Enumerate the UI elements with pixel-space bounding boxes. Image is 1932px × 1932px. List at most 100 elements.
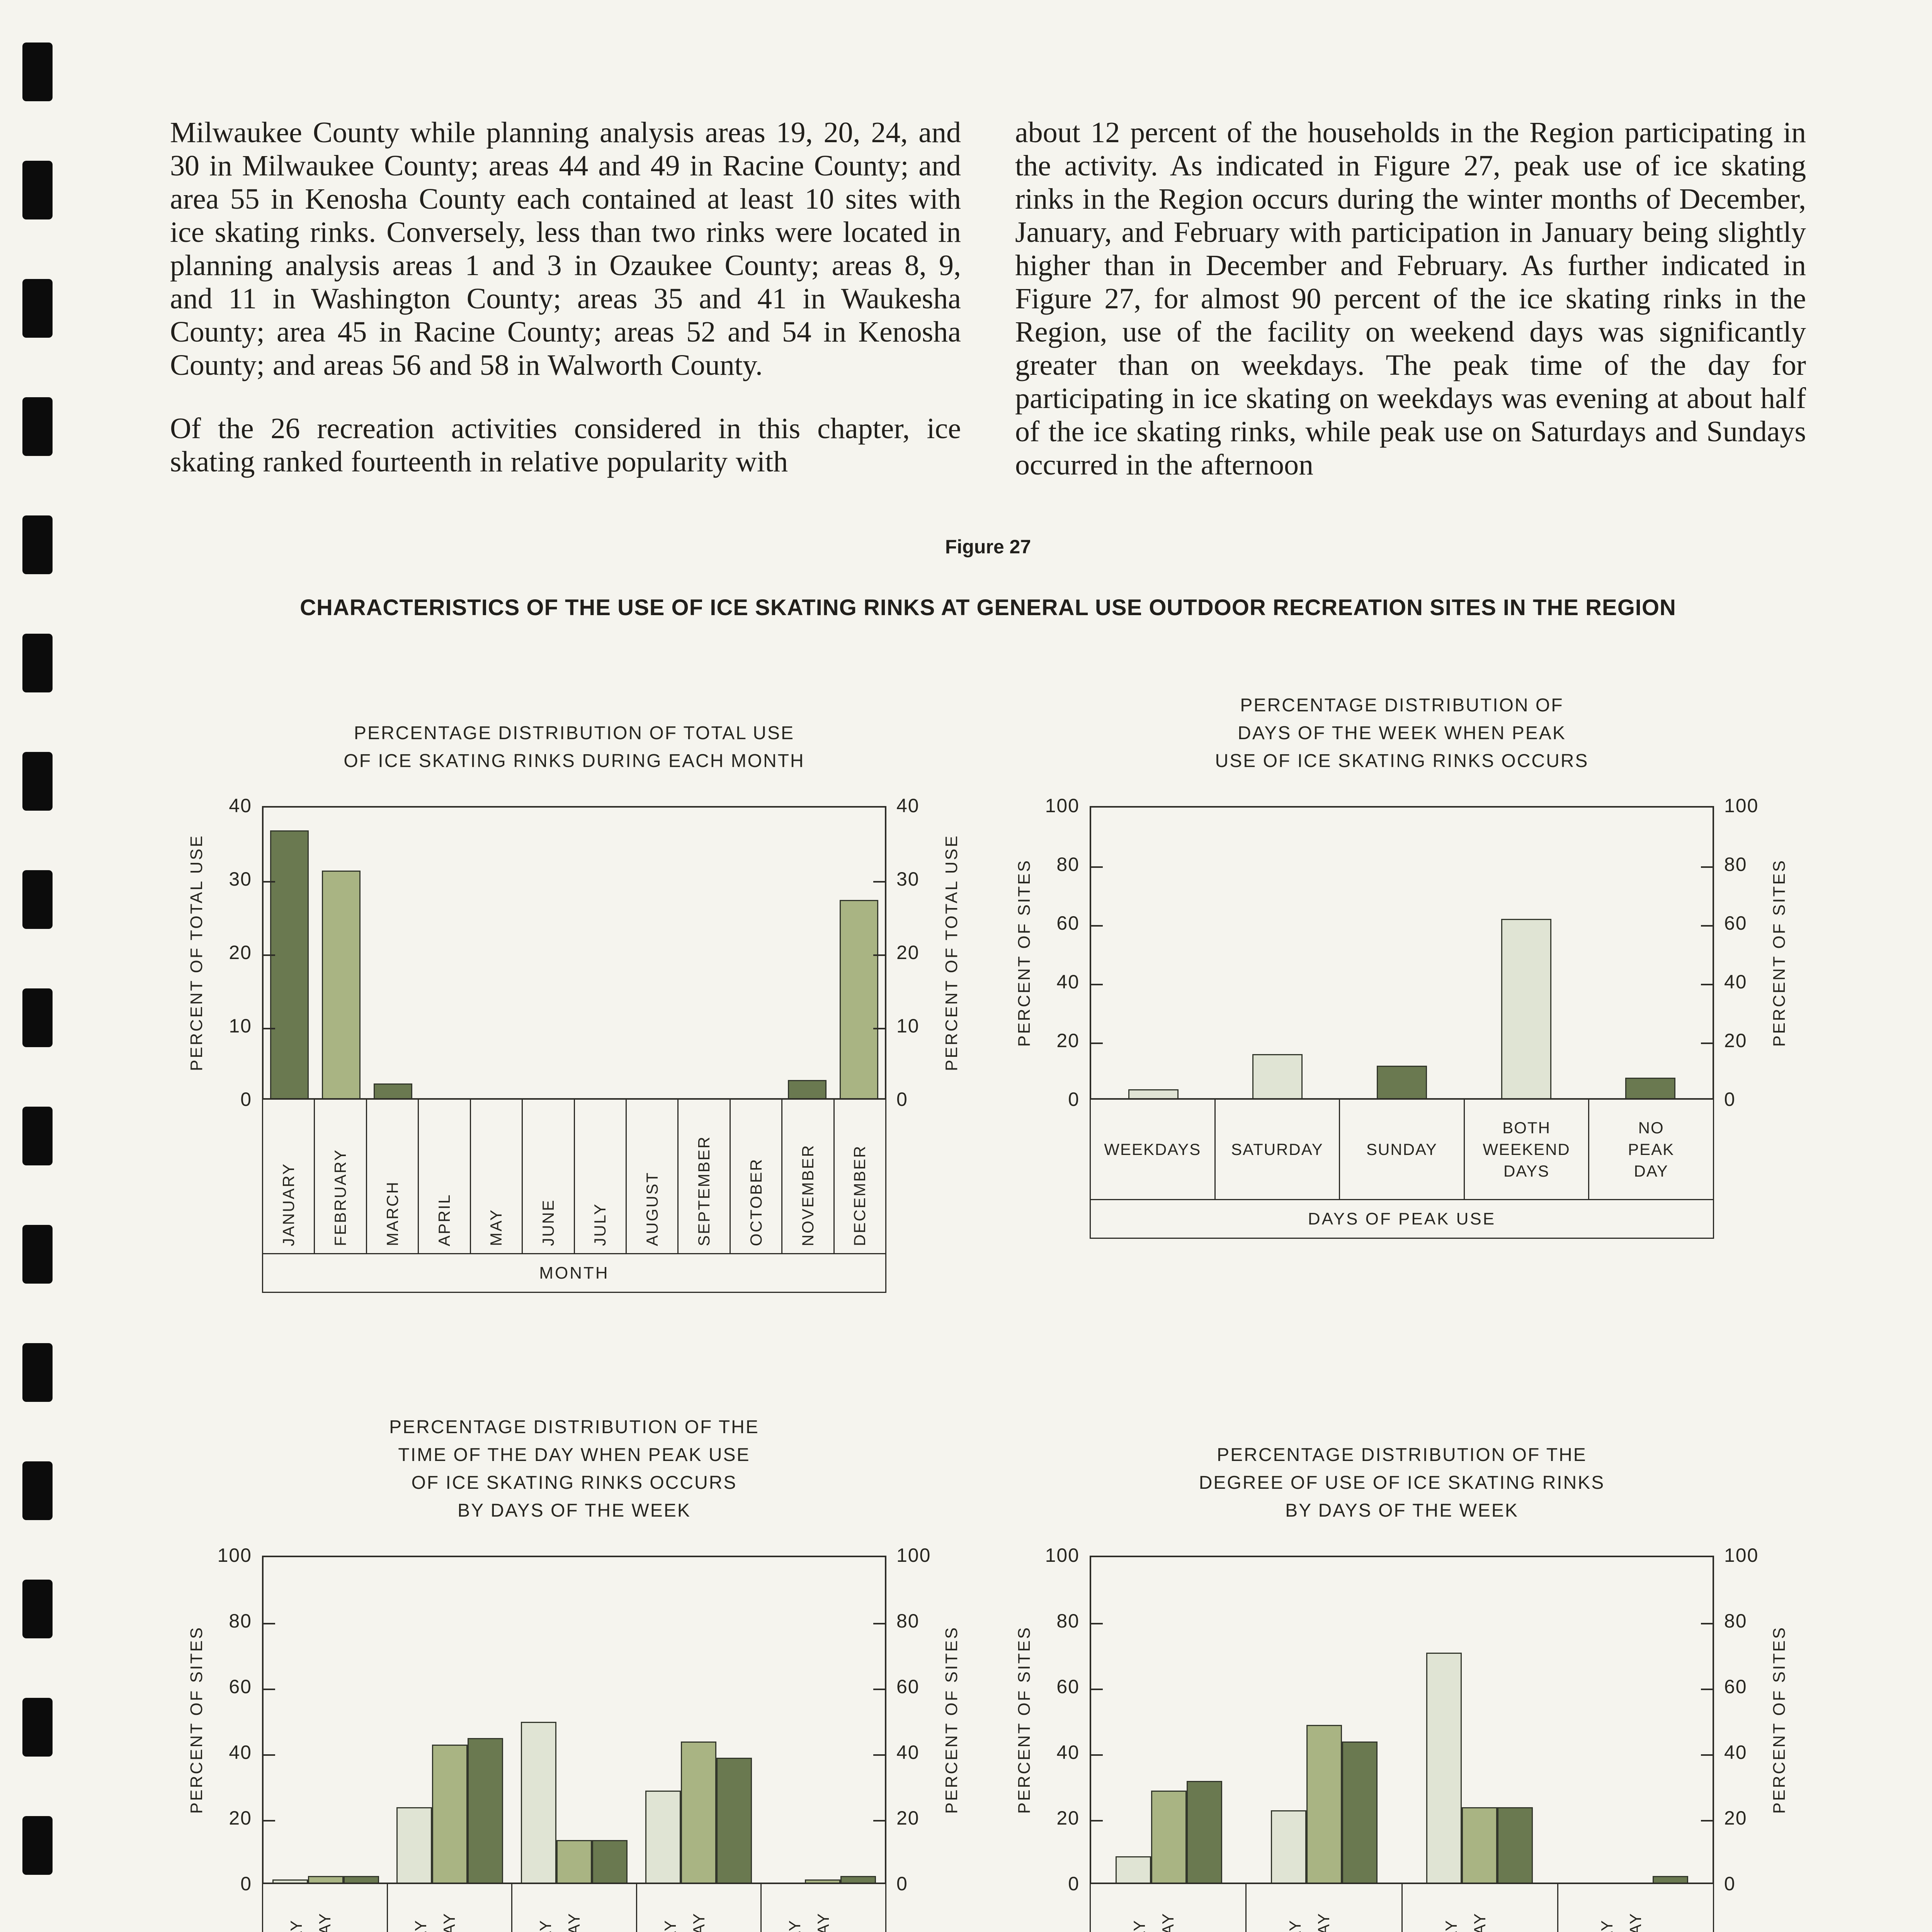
rotated-label: APRIL — [435, 1193, 453, 1246]
tick-label: 20 — [896, 941, 920, 963]
binder-strip — [22, 0, 53, 1932]
bar-group — [1091, 1557, 1247, 1883]
tick-label: 20 — [229, 1807, 252, 1829]
rotated-label: WEEKDAY — [536, 1919, 554, 1932]
y-axis-title: PERCENT OF SITES — [1770, 859, 1789, 1047]
binder-hole — [22, 1580, 53, 1638]
binder-hole — [22, 397, 53, 456]
binder-hole — [22, 752, 53, 811]
bar — [1462, 1807, 1497, 1883]
y-axis-tick-labels: 0 20 40 60 80 100 — [1039, 795, 1090, 1110]
tick-label: 20 — [1724, 1807, 1747, 1829]
tick-label: 100 — [217, 1544, 252, 1566]
category-cell: MARCH — [366, 1100, 419, 1254]
tick-label: 80 — [896, 1610, 920, 1632]
bar-group — [1340, 808, 1464, 1098]
y-axis-title: PERCENT OF SITES — [1770, 1626, 1789, 1814]
chart-title: PERCENTAGE DISTRIBUTION OF DAYS OF THE WE… — [1215, 695, 1589, 771]
tick-label: 60 — [1056, 1675, 1080, 1697]
bar — [788, 1080, 827, 1098]
binder-hole — [22, 988, 53, 1047]
category-cell: JUNE — [522, 1100, 575, 1254]
rotated-label: SATURDAY — [1315, 1912, 1333, 1932]
tick-mark — [873, 1689, 885, 1690]
rotated-label: SATURDAY — [1471, 1912, 1489, 1932]
rotated-label: WEEKDAY — [1286, 1919, 1304, 1932]
bar-group — [678, 808, 730, 1098]
tick-label: 100 — [1724, 794, 1759, 816]
binder-hole — [22, 1698, 53, 1757]
y-axis-title: PERCENT OF SITES — [942, 1626, 961, 1814]
bar — [840, 1876, 876, 1883]
tick-mark — [873, 1623, 885, 1624]
plot-area — [262, 806, 886, 1100]
tick-mark — [873, 881, 885, 883]
tick-mark — [1701, 925, 1713, 927]
bar — [1625, 1077, 1676, 1098]
left-column: Milwaukee County while planning analysis… — [170, 116, 961, 481]
figure-title: CHARACTERISTICS OF THE USE OF ICE SKATIN… — [300, 595, 1676, 620]
bar — [556, 1840, 592, 1883]
rotated-label: NOVEMBER — [798, 1144, 817, 1246]
tick-mark — [1091, 1623, 1103, 1624]
bar — [1376, 1066, 1427, 1098]
tick-mark — [264, 954, 275, 956]
bar — [1306, 1725, 1342, 1883]
bar-group — [730, 808, 781, 1098]
category-cell: OCTOBER — [729, 1100, 783, 1254]
tick-mark — [1701, 866, 1713, 868]
rotated-label: DECEMBER — [850, 1145, 869, 1246]
bar — [1151, 1791, 1187, 1883]
bar — [396, 1807, 432, 1883]
rotated-label: JANUARY — [279, 1162, 298, 1246]
bar — [1128, 1089, 1179, 1098]
y-axis-tick-labels: 0 10 20 30 40 — [212, 795, 262, 1110]
tick-label: 0 — [1068, 1088, 1080, 1110]
tick-mark — [873, 1028, 885, 1029]
tick-label: 40 — [896, 1741, 920, 1763]
bar — [1497, 1807, 1533, 1883]
rotated-label: WEEKDAY — [1442, 1919, 1460, 1932]
category-cell: WEEKDAYSATURDAYSUNDAY — [1090, 1884, 1247, 1932]
tick-label: 40 — [229, 794, 252, 816]
rotated-label: SATURDAY — [690, 1912, 708, 1932]
right-column: about 12 percent of the households in th… — [1015, 116, 1806, 481]
rotated-label: OCTOBER — [747, 1158, 765, 1246]
rotated-label: JULY — [591, 1203, 609, 1246]
bar-group — [471, 808, 522, 1098]
bar-group — [512, 1557, 636, 1883]
tick-label: 40 — [1056, 1741, 1080, 1763]
rotated-label: SEPTEMBER — [695, 1135, 713, 1246]
bar-group — [388, 1557, 512, 1883]
y-axis-tick-labels: 0 20 40 60 80 100 — [1039, 1544, 1090, 1895]
tick-mark — [873, 1820, 885, 1821]
rotated-label: SATURDAY — [440, 1912, 458, 1932]
paragraph: Milwaukee County while planning analysis… — [170, 116, 961, 381]
category-cell: WEEKDAYSATURDAYSUNDAY — [1557, 1884, 1714, 1932]
bar-group — [833, 808, 885, 1098]
tick-label: 0 — [240, 1088, 252, 1110]
chart-title: PERCENTAGE DISTRIBUTION OF THE TIME OF TH… — [389, 1417, 759, 1521]
tick-mark — [1091, 1754, 1103, 1756]
bar-group — [1557, 1557, 1713, 1883]
category-cell: WEEKDAYSATURDAYSUNDAY — [511, 1884, 637, 1932]
category-label-row: WEEKDAYSATURDAYSUNDAY WEEKDAYSATURDAYSUND… — [1090, 1884, 1714, 1932]
bar-group — [626, 808, 678, 1098]
paragraph: about 12 percent of the households in th… — [1015, 116, 1806, 481]
bar — [592, 1840, 628, 1883]
tick-mark — [1701, 1689, 1713, 1690]
intro-text: Milwaukee County while planning analysis… — [170, 116, 1806, 481]
tick-mark — [1091, 1689, 1103, 1690]
tick-label: 40 — [1056, 971, 1080, 993]
category-cell: WEEKDAYSATURDAYSUNDAY — [760, 1884, 886, 1932]
x-axis-title: MONTH — [262, 1254, 886, 1293]
rotated-label: WEEKDAY — [287, 1919, 305, 1932]
tick-mark — [1091, 1820, 1103, 1821]
binder-hole — [22, 1816, 53, 1875]
tick-label: 80 — [1724, 1610, 1747, 1632]
rotated-label: JUNE — [539, 1199, 557, 1246]
y-axis-title: PERCENT OF SITES — [1015, 859, 1034, 1047]
bar-group — [1464, 808, 1588, 1098]
rotated-label: AUGUST — [643, 1171, 661, 1246]
tick-label: 100 — [1045, 794, 1080, 816]
